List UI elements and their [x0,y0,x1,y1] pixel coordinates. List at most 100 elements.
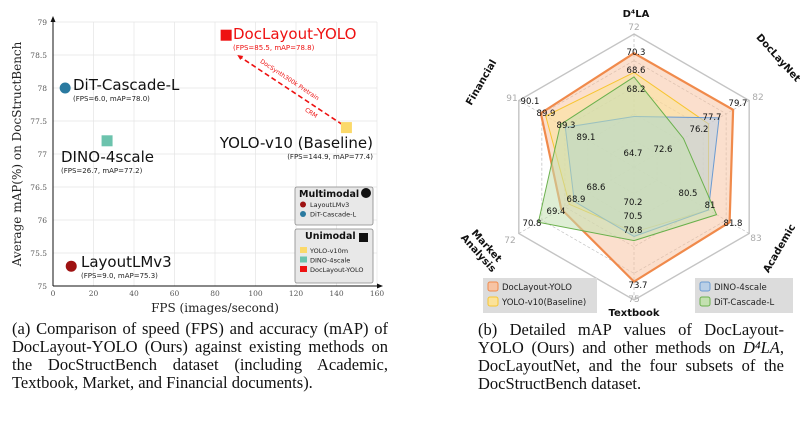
radar-value-label: 73.7 [629,281,648,291]
radar-axis-label: Financial [464,58,499,107]
radar-legend-right: DINO-4scale DiT-Cascade-L [695,278,793,313]
radar-axis-max: 75 [628,295,639,305]
data-point-yolo-v10-baseline-: YOLO-v10 (Baseline)(FPS=144.9, mAP=77.4) [219,122,373,161]
y-tick-label: 78 [37,84,47,93]
radar-axis-label: D⁴LA [623,9,650,20]
arrow-head-icon [237,55,244,60]
radar-value-label: 70.8 [624,226,643,236]
radar-value-label: 64.7 [624,149,643,159]
radar-value-label: 70.5 [624,212,643,222]
point-sublabel: (FPS=9.0, mAP=75.3) [81,272,158,280]
radar-value-label: 68.6 [627,66,646,76]
square-marker-icon [359,233,368,242]
point-label: DocLayout-YOLO [233,25,356,43]
radar-axis-label: Academic [762,223,799,275]
caption-b-math: D⁴LA [742,338,780,357]
point-marker [101,135,113,147]
legend-swatch [699,281,711,292]
radar-axis-max: 91 [506,94,517,104]
legend-label: DiT-Cascade-L [714,298,775,308]
legend-box [294,186,374,226]
radar-axis-max: 83 [750,234,761,244]
legend-box [695,278,793,313]
radar-axis-max: 72 [504,236,515,246]
point-marker [59,82,71,94]
x-tick-label: 100 [248,289,263,298]
y-tick-label: 77 [37,150,47,159]
radar-value-label: 89.3 [557,121,576,131]
legend-label: DocLayout-YOLO [502,283,572,293]
data-point-doclayout-yolo: DocLayout-YOLO(FPS=85.5, mAP=78.8) [220,25,356,52]
point-label: DiT-Cascade-L [73,76,180,94]
radar-value-label: 68.2 [627,85,646,95]
radar-value-label: 68.9 [567,195,586,205]
data-point-dino-4scale: DINO-4scale(FPS=26.7, mAP=77.2) [61,135,154,175]
y-axis-label: Average mAP(%) on DocStructBench [10,41,24,267]
legend-label: DocLayout-YOLO [310,266,363,274]
x-tick-label: 40 [129,289,139,298]
y-tick-label: 76 [37,216,47,225]
radar-value-label: 79.7 [729,99,748,109]
legend-swatch [300,201,306,208]
radar-value-label: 81.8 [724,219,743,229]
radar-value-label: 70.2 [624,198,643,208]
point-marker [65,260,77,272]
point-sublabel: (FPS=144.9, mAP=77.4) [287,153,373,161]
point-marker [340,122,352,134]
radar-value-label: 76.2 [690,125,709,135]
point-marker [220,29,232,41]
radar-value-label: 89.1 [577,133,596,143]
x-tick-label: 120 [289,289,304,298]
y-axis-arrow-icon [50,16,56,22]
caption-b-post: , DocLayoutNet, and the four subsets of … [478,338,784,393]
radar-axis-max: 72 [628,23,639,33]
caption-b: (b) Detailed mAP values of DocLayout-YOL… [478,321,784,393]
y-tick-label: 76.5 [30,183,47,192]
data-point-dit-cascade-l: DiT-Cascade-L(FPS=6.0, mAP=78.0) [59,76,180,103]
y-tick-label: 78.5 [30,51,47,60]
radar-axis-label: Textbook [608,308,659,319]
legend-unimodal: Unimodal YOLO-v10m DINO-4scaleDocLayout-YO… [294,228,374,284]
radar-axis-max: 82 [752,93,763,103]
legend-box [483,278,597,313]
circle-marker-icon [361,188,371,198]
x-tick-label: 60 [170,289,180,298]
caption-b-pre: (b) Detailed mAP values of DocLayout-YOL… [478,320,784,357]
radar-value-label: 77.7 [703,113,722,123]
legend-label: DINO-4scale [310,257,350,265]
data-point-layoutlmv3: LayoutLMv3(FPS=9.0, mAP=75.3) [65,253,172,280]
legend-label: YOLO-v10(Baseline) [501,298,586,308]
point-sublabel: (FPS=6.0, mAP=78.0) [73,95,150,103]
x-tick-label: 80 [210,289,220,298]
x-tick-label: 140 [329,289,344,298]
legend-title: Unimodal [305,231,356,242]
y-tick-label: 75 [37,282,47,291]
y-tick-label: 75.5 [30,249,47,258]
x-axis-arrow-icon [377,283,383,289]
radar-value-label: 70.8 [523,219,542,229]
scatter-chart: 0 20 40 60 80 100 120 140 160 75 75.5 76 76.5 77 77.5 7… [10,16,385,315]
radar-axis-label: MarketAnalysis [458,225,506,275]
y-tick-label: 79 [37,18,47,27]
point-label: DINO-4scale [61,148,154,166]
y-tick-label: 77.5 [30,117,47,126]
legend-label: DINO-4scale [714,283,767,293]
legend-label: YOLO-v10m [309,247,348,255]
caption-a: (a) Comparison of speed (FPS) and accura… [12,319,388,392]
improvement-arrow [239,56,343,126]
x-tick-label: 160 [370,289,385,298]
legend-label: LayoutLMv3 [310,201,349,209]
radar-value-label: 90.1 [521,97,540,107]
radar-value-label: 80.5 [679,189,698,199]
point-sublabel: (FPS=85.5, mAP=78.8) [233,44,315,52]
radar-value-label: 70.3 [627,48,646,58]
point-sublabel: (FPS=26.7, mAP=77.2) [61,167,143,175]
legend-box [294,228,374,284]
legend-swatch [300,247,307,253]
radar-legend-left: DocLayout-YOLO YOLO-v10(Baseline) [483,278,597,313]
radar-chart: 70.3 79.7 81.8 73.7 69.4 90.1 68.6 76.2 80.5 70.2… [458,9,800,319]
x-tick-label: 0 [51,289,56,298]
legend-swatch [300,256,307,263]
